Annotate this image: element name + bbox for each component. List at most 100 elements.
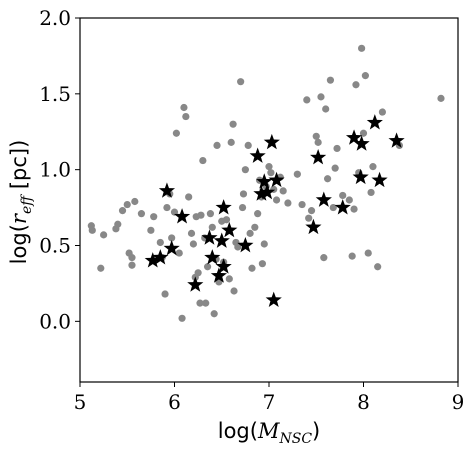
data-point-star: [204, 249, 221, 265]
data-point-dot: [238, 203, 247, 212]
data-point-dot: [182, 112, 190, 121]
data-point-dot: [88, 226, 96, 234]
data-point-dot: [213, 141, 221, 149]
data-point-dot: [222, 216, 231, 224]
data-point-dot: [225, 275, 233, 283]
data-point-star: [253, 185, 270, 201]
data-point-dot: [241, 166, 249, 174]
data-point-dot: [202, 299, 210, 307]
data-point-dot: [210, 310, 218, 318]
data-point-star: [315, 191, 332, 207]
data-point-dot: [367, 188, 375, 197]
data-point-star: [144, 252, 161, 268]
data-point-star: [152, 249, 169, 265]
data-point-dot: [97, 264, 105, 272]
data-point-dot: [206, 210, 215, 218]
data-point-dot: [128, 254, 136, 262]
data-point-dot: [361, 72, 369, 80]
data-point-star: [263, 133, 280, 150]
data-point-star: [213, 232, 230, 248]
data-point-dot: [208, 223, 216, 231]
data-point-dot: [284, 199, 292, 207]
data-point-dot: [293, 170, 301, 178]
data-point-dot: [378, 108, 386, 116]
x-tick-label: 8: [357, 390, 370, 414]
data-point-dot: [172, 129, 180, 137]
data-point-dot: [359, 129, 368, 137]
data-point-dot: [123, 200, 131, 209]
data-point-dot: [258, 260, 266, 268]
data-point-dot: [203, 263, 212, 271]
data-point-dot: [185, 193, 193, 201]
x-axis-label: log(MNSC): [218, 419, 321, 447]
data-point-dot: [364, 249, 372, 257]
data-point-dot: [317, 93, 325, 101]
y-tick-label: 0.0: [39, 309, 71, 333]
data-point-star: [388, 132, 405, 148]
data-point-dot: [100, 231, 108, 239]
data-point-star: [345, 129, 363, 145]
y-tick-label: 1.5: [39, 82, 71, 106]
data-point-star: [215, 258, 232, 274]
x-tick-label: 9: [452, 390, 465, 414]
data-point-dot: [265, 163, 273, 171]
data-point-star: [249, 147, 266, 163]
data-point-dot: [170, 208, 179, 216]
y-tick-label: 2.0: [39, 6, 71, 30]
data-point-dot: [194, 269, 202, 277]
data-point-dot: [187, 229, 196, 237]
data-point-star: [265, 291, 282, 307]
data-point-dot: [254, 210, 262, 218]
data-point-dot: [150, 213, 158, 221]
data-point-star: [259, 183, 276, 200]
data-point-dot: [163, 203, 171, 212]
data-point-dot: [298, 200, 306, 209]
data-point-star: [187, 276, 204, 292]
data-point-dot: [197, 211, 205, 219]
data-point-dot: [239, 190, 248, 198]
data-point-dot: [229, 120, 237, 128]
data-point-star: [353, 135, 370, 151]
data-point-star: [215, 199, 232, 215]
data-point-star: [221, 221, 238, 238]
data-point-star: [268, 171, 285, 188]
x-tick-label: 7: [263, 390, 276, 414]
data-point-dot: [175, 249, 183, 257]
data-point-dot: [331, 164, 339, 172]
data-point-dot: [178, 314, 186, 322]
data-point-dot: [312, 132, 320, 140]
data-point-dot: [333, 144, 341, 153]
data-point-dot: [137, 210, 146, 218]
data-point-star: [352, 168, 369, 185]
data-point-dot: [156, 238, 164, 247]
data-point-star: [371, 171, 388, 188]
ticks-layer: 5 6 7 8 9 0.0 0.5 1.0 1.5 2.0: [39, 6, 464, 414]
data-point-dot: [114, 220, 122, 228]
data-point-dot: [128, 261, 136, 269]
data-point-dot: [161, 290, 169, 298]
data-point-dot: [437, 94, 445, 102]
data-point-dot: [320, 254, 328, 262]
data-point-dot: [307, 207, 316, 215]
data-point-dot: [199, 156, 207, 165]
data-point-dot: [279, 187, 287, 195]
data-point-dot: [348, 252, 356, 260]
data-point-dot: [234, 243, 242, 251]
data-point-dot: [251, 223, 259, 231]
data-point-dot: [267, 169, 275, 177]
data-point-dot: [345, 196, 353, 204]
data-point-dot: [196, 299, 204, 307]
y-tick-label: 0.5: [39, 234, 71, 258]
data-point-dot: [326, 76, 335, 84]
data-point-star: [334, 199, 351, 215]
y-tick-label: 1.0: [39, 158, 71, 182]
data-point-dot: [147, 226, 155, 234]
data-point-dot: [323, 175, 332, 183]
y-axis-label: log(reff [pc]): [7, 140, 35, 265]
marks-layer: [87, 44, 445, 322]
data-point-dot: [350, 205, 358, 213]
data-point-star: [310, 149, 327, 165]
data-point-dot: [305, 214, 313, 222]
data-point-dot: [248, 264, 256, 272]
data-point-star: [210, 267, 227, 283]
